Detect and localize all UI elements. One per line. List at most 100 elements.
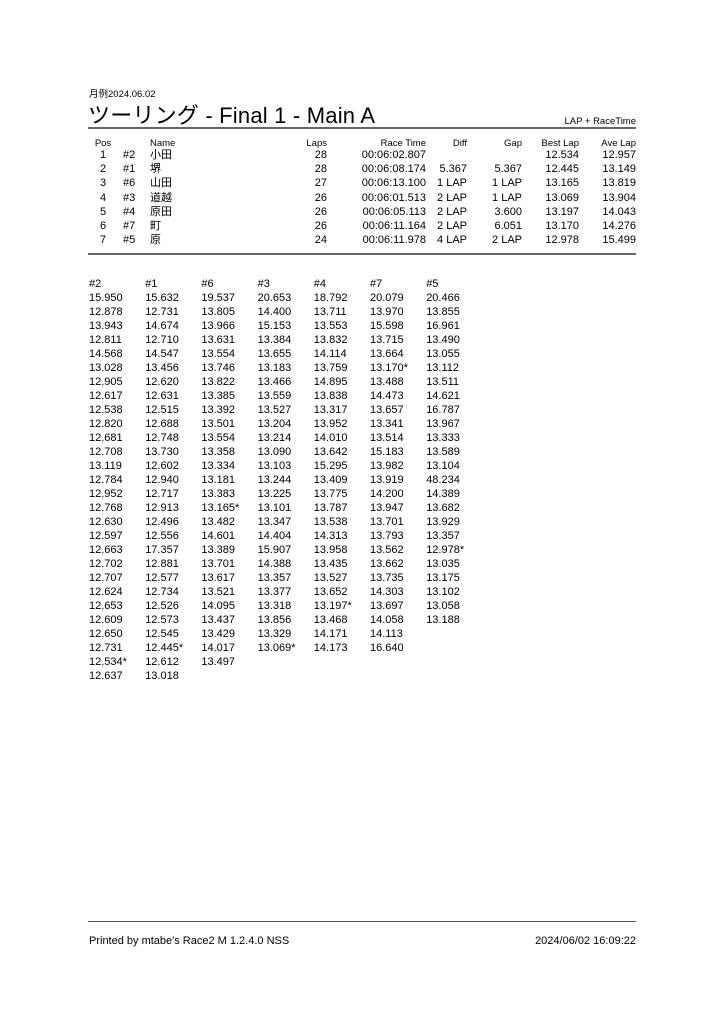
lap-time: 12.717 <box>145 488 179 500</box>
lap-time: 12.748 <box>145 432 179 444</box>
lap-time: 13.746 <box>201 362 236 374</box>
lap-time: 13.527 <box>257 404 292 416</box>
lap-column-header: #6 <box>201 278 214 290</box>
lap-time: 12.688 <box>145 418 179 430</box>
lap-time: 15.295 <box>313 460 348 472</box>
column-header-gap: Gap <box>504 138 522 149</box>
event-date: 月例2024.06.02 <box>89 89 156 100</box>
lap-time: 13.697 <box>370 600 404 612</box>
lap-time: 15.632 <box>145 292 179 304</box>
result-car-number: #5 <box>123 234 136 247</box>
lap-time: 12.631 <box>145 390 179 402</box>
lap-time: 13.521 <box>201 586 236 598</box>
lap-time: 13.225 <box>257 488 292 500</box>
lap-time: 14.389 <box>426 488 460 500</box>
result-car-number: #1 <box>123 163 136 176</box>
lap-time: 13.793 <box>370 530 404 542</box>
lap-time: 13.456 <box>145 362 179 374</box>
lap-time: 13.112 <box>426 362 460 374</box>
lap-time: 12.620 <box>145 376 179 388</box>
lap-time: 12.768 <box>89 502 123 514</box>
lap-time: 12.573 <box>145 614 179 626</box>
lap-time: 12.538 <box>89 404 123 416</box>
lap-time: 13.175 <box>426 572 460 584</box>
lap-time: 13.468 <box>313 614 348 626</box>
lap-time: 12.708 <box>89 446 123 458</box>
result-pos: 4 <box>99 191 107 204</box>
results-divider <box>88 253 636 255</box>
lap-time: 13.682 <box>426 502 460 514</box>
lap-time: 12.878 <box>89 306 123 318</box>
lap-time: 17.357 <box>145 544 179 556</box>
lap-time: 12.681 <box>89 432 123 444</box>
result-diff: 2 LAP <box>437 220 467 232</box>
lap-time: 12.707 <box>89 572 123 584</box>
result-driver-name: 山田 <box>150 177 172 190</box>
result-best-lap: 12.534 <box>545 149 579 161</box>
column-header-laps: Laps <box>306 138 327 149</box>
lap-time: 15.907 <box>257 544 292 556</box>
lap-time: 14.303 <box>370 586 404 598</box>
lap-time: 13.104 <box>426 460 460 472</box>
result-pos: 3 <box>99 177 107 190</box>
lap-time: 12.577 <box>145 572 179 584</box>
lap-time: 13.701 <box>201 558 236 570</box>
result-race-time: 00:06:08.174 <box>361 163 426 176</box>
lap-time: 14.010 <box>313 432 348 444</box>
lap-time: 14.114 <box>313 348 347 360</box>
lap-time: 13.028 <box>89 362 123 374</box>
lap-time: 13.347 <box>257 516 292 528</box>
lap-time: 12.612 <box>145 656 179 668</box>
lap-column-header: #3 <box>257 278 270 290</box>
result-ave-lap: 12.957 <box>602 149 636 161</box>
result-gap: 6.051 <box>494 220 522 232</box>
lap-time: 13.383 <box>201 488 236 500</box>
lap-time: 13.642 <box>313 446 348 458</box>
lap-time: 13.715 <box>370 334 404 346</box>
lap-time: 13.385 <box>201 390 236 402</box>
lap-time: 12.617 <box>89 390 123 402</box>
lap-time: 13.055 <box>426 348 460 360</box>
lap-time: 13.730 <box>145 446 179 458</box>
lap-time: 13.966 <box>201 320 236 332</box>
lap-time: 14.674 <box>145 320 179 332</box>
lap-time: 12.653 <box>89 600 123 612</box>
lap-time: 12.515 <box>145 404 179 416</box>
lap-time: 13.244 <box>257 474 292 486</box>
lap-time: 13.058 <box>426 600 460 612</box>
lap-time: 13.488 <box>370 376 404 388</box>
lap-time: 13.982 <box>370 460 404 472</box>
lap-time: 13.188 <box>426 614 460 626</box>
lap-time: 13.119 <box>89 460 122 472</box>
lap-time: 13.856 <box>257 614 292 626</box>
lap-column-header: #5 <box>426 278 439 290</box>
lap-time: 13.943 <box>89 320 123 332</box>
lap-time: 13.655 <box>257 348 292 360</box>
lap-time: 13.701 <box>370 516 404 528</box>
lap-time: 13.318 <box>257 600 292 612</box>
lap-time: 12.637 <box>89 670 123 682</box>
lap-time: 18.792 <box>313 292 348 304</box>
result-gap: 1 LAP <box>492 191 522 204</box>
result-diff: 5.367 <box>439 163 467 176</box>
lap-time: 13.183 <box>257 362 292 374</box>
lap-time: 14.621 <box>426 390 460 402</box>
result-ave-lap: 13.819 <box>602 177 636 190</box>
lap-time: 13.409 <box>313 474 348 486</box>
lap-time: 12.602 <box>145 460 179 472</box>
result-best-lap: 13.165 <box>545 177 579 190</box>
result-pos: 2 <box>99 163 107 176</box>
result-best-lap: 12.978 <box>545 234 579 247</box>
lap-time: 13.652 <box>313 586 348 598</box>
lap-time: 14.601 <box>201 530 236 542</box>
lap-time: 13.357 <box>257 572 292 584</box>
title-divider <box>88 127 636 129</box>
lap-time: 12.881 <box>145 558 179 570</box>
lap-time: 12.905 <box>89 376 123 388</box>
lap-time: 48.234 <box>426 474 460 486</box>
result-gap: 3.600 <box>494 205 522 218</box>
result-race-time: 00:06:13.100 <box>361 177 426 190</box>
print-timestamp: 2024/06/02 16:09:22 <box>535 935 636 947</box>
lap-time: 13.317 <box>313 404 348 416</box>
lap-time: 12.734 <box>145 586 179 598</box>
